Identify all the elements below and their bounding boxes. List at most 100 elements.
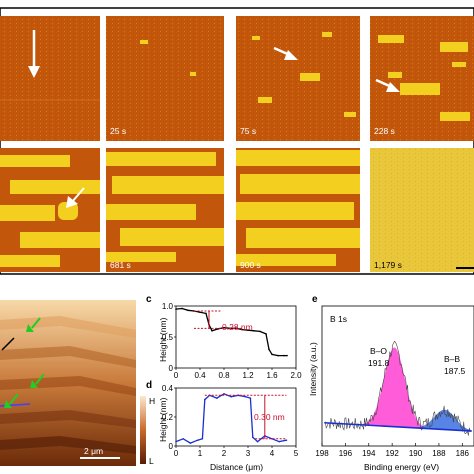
- y-tick-label: 0.2: [162, 413, 174, 422]
- panel-e: e B 1s 198 196 194 192 190 188 186 B–O 191.8 B…: [308, 294, 474, 472]
- afm-scalebar-label: 2 μm: [84, 446, 103, 456]
- x-tick-label: 3: [246, 449, 251, 458]
- green-arrow-head: [30, 380, 38, 388]
- island: [10, 180, 100, 194]
- island: [20, 232, 100, 248]
- x-tick-label: 196: [339, 449, 353, 458]
- profile-point: [278, 440, 281, 443]
- profile-point: [217, 328, 219, 330]
- island: [440, 112, 470, 121]
- profile-point: [205, 312, 207, 315]
- profile-point: [244, 395, 247, 398]
- profile-line-c: [1, 337, 15, 351]
- plot-e-xlabel: Binding energy (eV): [364, 462, 439, 472]
- x-tick-label: 194: [362, 449, 376, 458]
- y-tick-label: 1.0: [162, 302, 174, 311]
- profile-point: [265, 333, 267, 335]
- profile-point: [175, 308, 177, 310]
- profile-point: [189, 442, 192, 444]
- afm-terrace: [0, 436, 136, 454]
- profile-point: [249, 397, 252, 399]
- profile-point: [175, 440, 177, 443]
- afm-image: 2 μm: [0, 300, 136, 466]
- green-arrow-head: [26, 324, 34, 332]
- plot-e-frame: [321, 305, 474, 447]
- peak-bo-name: B–O: [370, 346, 387, 356]
- profile-point: [211, 330, 213, 332]
- colorbar: H L: [140, 396, 155, 466]
- profile-point: [259, 330, 261, 333]
- island: [388, 72, 402, 78]
- profile-point: [204, 398, 206, 401]
- profile-point: [187, 309, 189, 312]
- profile-point: [271, 437, 273, 440]
- island: [236, 254, 336, 266]
- island: [344, 112, 356, 117]
- x-tick-label: 0.4: [194, 371, 206, 380]
- y-tick-label: 0.5: [162, 333, 174, 342]
- x-tick-label: 186: [456, 449, 470, 458]
- profile-point: [247, 329, 249, 331]
- panel-d: d 0 1 2 3 4 5 0 0.2 0.4 0.30 nm Height (nm) Dist…: [146, 380, 299, 472]
- profile-point: [181, 307, 183, 310]
- x-tick-label: 2: [222, 449, 227, 458]
- x-tick-label: 1: [198, 449, 203, 458]
- y-tick-label: 0.4: [162, 384, 174, 393]
- profile-point: [277, 354, 279, 357]
- afm-terrace: [0, 410, 136, 428]
- colorbar-high-label: H: [149, 396, 155, 406]
- profile-point: [230, 395, 232, 398]
- island: [106, 152, 216, 166]
- green-arrow: [35, 373, 45, 385]
- afm-terrace: [0, 346, 136, 368]
- arrow-4-head: [66, 196, 78, 208]
- raw-spectrum: [324, 340, 472, 436]
- peak-bo-fill: [362, 347, 428, 429]
- frame-1-texture: [0, 16, 100, 141]
- island: [120, 228, 224, 246]
- island: [246, 228, 360, 248]
- y-tick-label: 0: [169, 364, 174, 373]
- profile-point: [182, 437, 184, 440]
- profile-point: [286, 354, 288, 357]
- colorbar-gradient: [140, 396, 146, 464]
- peak-bb-fill: [415, 409, 472, 432]
- frame-3-time: 75 s: [240, 126, 256, 136]
- profile-series: [175, 307, 287, 357]
- island: [190, 72, 196, 76]
- arrow-1-head: [28, 66, 40, 78]
- island: [140, 40, 148, 44]
- island: [300, 73, 320, 81]
- profile-point: [268, 348, 270, 351]
- profile-point: [285, 439, 288, 442]
- plot-e: 198 196 194 192 190 188 186: [315, 340, 472, 458]
- profile-point: [196, 439, 199, 442]
- island: [236, 202, 354, 220]
- island: [240, 174, 360, 194]
- frame-8-texture: [370, 148, 474, 272]
- x-tick-label: 4: [270, 449, 275, 458]
- frame-border: [0, 7, 474, 275]
- profile-point: [216, 397, 218, 399]
- annotation-d: 0.30 nm: [254, 412, 285, 422]
- peak-bo-position: 191.8: [368, 358, 390, 368]
- island: [452, 62, 466, 67]
- arrow-2-head: [284, 50, 298, 60]
- x-tick-label: 5: [294, 449, 299, 458]
- frame-8-time: 1,179 s: [374, 260, 402, 270]
- afm-terrace: [0, 316, 136, 338]
- plot-d-xlabel: Distance (μm): [210, 462, 263, 472]
- profile-point: [252, 436, 254, 439]
- island: [440, 42, 468, 52]
- island: [258, 97, 272, 103]
- island: [378, 35, 404, 43]
- peak-bb-position: 187.5: [444, 366, 466, 376]
- annotation-c: 0.28 nm: [222, 322, 253, 332]
- x-tick-label: 1.6: [266, 371, 278, 380]
- green-arrow-head: [4, 400, 12, 408]
- green-arrow: [9, 393, 19, 405]
- island: [106, 204, 196, 220]
- island: [0, 255, 60, 267]
- island: [58, 202, 78, 220]
- arrow-3-head: [386, 82, 400, 92]
